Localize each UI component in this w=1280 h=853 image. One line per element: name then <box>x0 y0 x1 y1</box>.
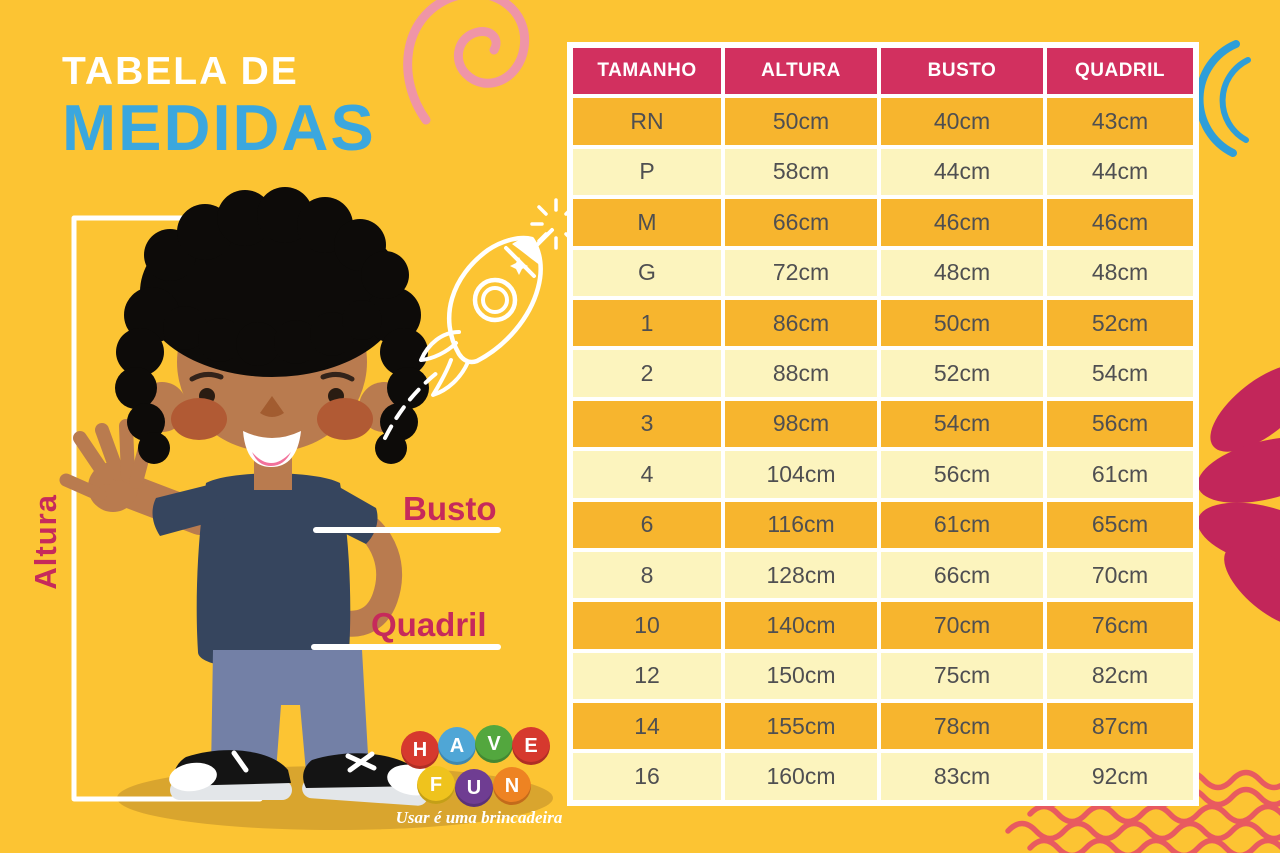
curly-hair <box>115 187 429 464</box>
table-cell: 6 <box>573 501 721 548</box>
table-cell: RN <box>573 98 721 145</box>
table-cell: 82cm <box>1047 652 1193 700</box>
table-cell: 12 <box>573 652 721 700</box>
bust-label: Busto <box>403 490 497 527</box>
table-cell: 150cm <box>725 652 877 700</box>
logo-ball-v: V <box>475 725 513 763</box>
table-cell: 52cm <box>1047 299 1193 347</box>
height-label: Altura <box>28 494 63 590</box>
table-cell: 2 <box>573 350 721 397</box>
table-cell: 50cm <box>881 299 1043 347</box>
table-cell: 128cm <box>725 551 877 599</box>
table-cell: 14 <box>573 703 721 750</box>
table-cell: 50cm <box>725 98 877 145</box>
pants <box>211 650 369 772</box>
table-cell: 98cm <box>725 400 877 448</box>
table-cell: 78cm <box>881 703 1043 750</box>
table-cell: 140cm <box>725 602 877 649</box>
table-cell: 54cm <box>1047 350 1193 397</box>
flower-doodle-icon <box>1197 364 1280 627</box>
logo-ball-n: N <box>493 767 531 805</box>
table-cell: 40cm <box>881 98 1043 145</box>
table-cell: 92cm <box>1047 753 1193 800</box>
table-cell: 116cm <box>725 501 877 548</box>
logo-ball-a: A <box>438 727 476 765</box>
table-cell: 72cm <box>725 249 877 296</box>
table-cell: 16 <box>573 753 721 800</box>
table-cell: 61cm <box>1047 451 1193 498</box>
boy-illustration <box>59 187 437 806</box>
table-cell: G <box>573 249 721 296</box>
table-cell: 83cm <box>881 753 1043 800</box>
page-title: TABELA DE MEDIDAS <box>62 52 376 160</box>
table-cell: 8 <box>573 551 721 599</box>
table-cell: P <box>573 148 721 196</box>
table-cell: 44cm <box>1047 148 1193 196</box>
table-cell: 3 <box>573 400 721 448</box>
table-cell: 70cm <box>881 602 1043 649</box>
table-cell: 66cm <box>881 551 1043 599</box>
table-cell: 70cm <box>1047 551 1193 599</box>
logo-tagline: Usar é uma brincadeira <box>395 808 563 827</box>
table-cell: 10 <box>573 602 721 649</box>
table-header-cell: QUADRIL <box>1047 48 1193 95</box>
table-cell: 66cm <box>725 199 877 246</box>
table-cell: 155cm <box>725 703 877 750</box>
table-cell: 61cm <box>881 501 1043 548</box>
logo-ball-u: U <box>455 769 493 807</box>
hip-label: Quadril <box>371 606 487 643</box>
table-cell: 76cm <box>1047 602 1193 649</box>
table-cell: 87cm <box>1047 703 1193 750</box>
logo-ball-h: H <box>401 731 439 769</box>
table-header-cell: BUSTO <box>881 48 1043 95</box>
table-cell: 48cm <box>1047 249 1193 296</box>
table-cell: 43cm <box>1047 98 1193 145</box>
table-cell: 75cm <box>881 652 1043 700</box>
table-cell: 1 <box>573 299 721 347</box>
table-cell: 54cm <box>881 400 1043 448</box>
table-cell: 104cm <box>725 451 877 498</box>
table-cell: 160cm <box>725 753 877 800</box>
table-cell: 52cm <box>881 350 1043 397</box>
size-table: TAMANHO ALTURA BUSTO QUADRIL RN 50cm 40cm 43cm P… <box>567 42 1199 806</box>
table-cell: 44cm <box>881 148 1043 196</box>
logo-ball-f: F <box>417 766 455 804</box>
title-line-2: MEDIDAS <box>62 91 376 164</box>
table-cell: 56cm <box>881 451 1043 498</box>
rocket-icon <box>383 198 582 440</box>
title-line-1: TABELA DE <box>62 50 299 93</box>
height-bracket <box>71 215 263 802</box>
table-cell: 46cm <box>881 199 1043 246</box>
tshirt <box>196 473 351 670</box>
logo-ball-e: E <box>512 727 550 765</box>
table-cell: 56cm <box>1047 400 1193 448</box>
boy-face <box>115 187 429 467</box>
table-cell: 88cm <box>725 350 877 397</box>
spiral-doodle-icon <box>403 0 530 125</box>
arm-on-hip <box>325 502 403 637</box>
table-header-cell: TAMANHO <box>573 48 721 95</box>
table-cell: 46cm <box>1047 199 1193 246</box>
table-cell: 4 <box>573 451 721 498</box>
arc-doodle-icon <box>1195 40 1251 157</box>
table-cell: M <box>573 199 721 246</box>
table-cell: 86cm <box>725 299 877 347</box>
table-cell: 48cm <box>881 249 1043 296</box>
table-cell: 65cm <box>1047 501 1193 548</box>
table-cell: 58cm <box>725 148 877 196</box>
table-header-cell: ALTURA <box>725 48 877 95</box>
